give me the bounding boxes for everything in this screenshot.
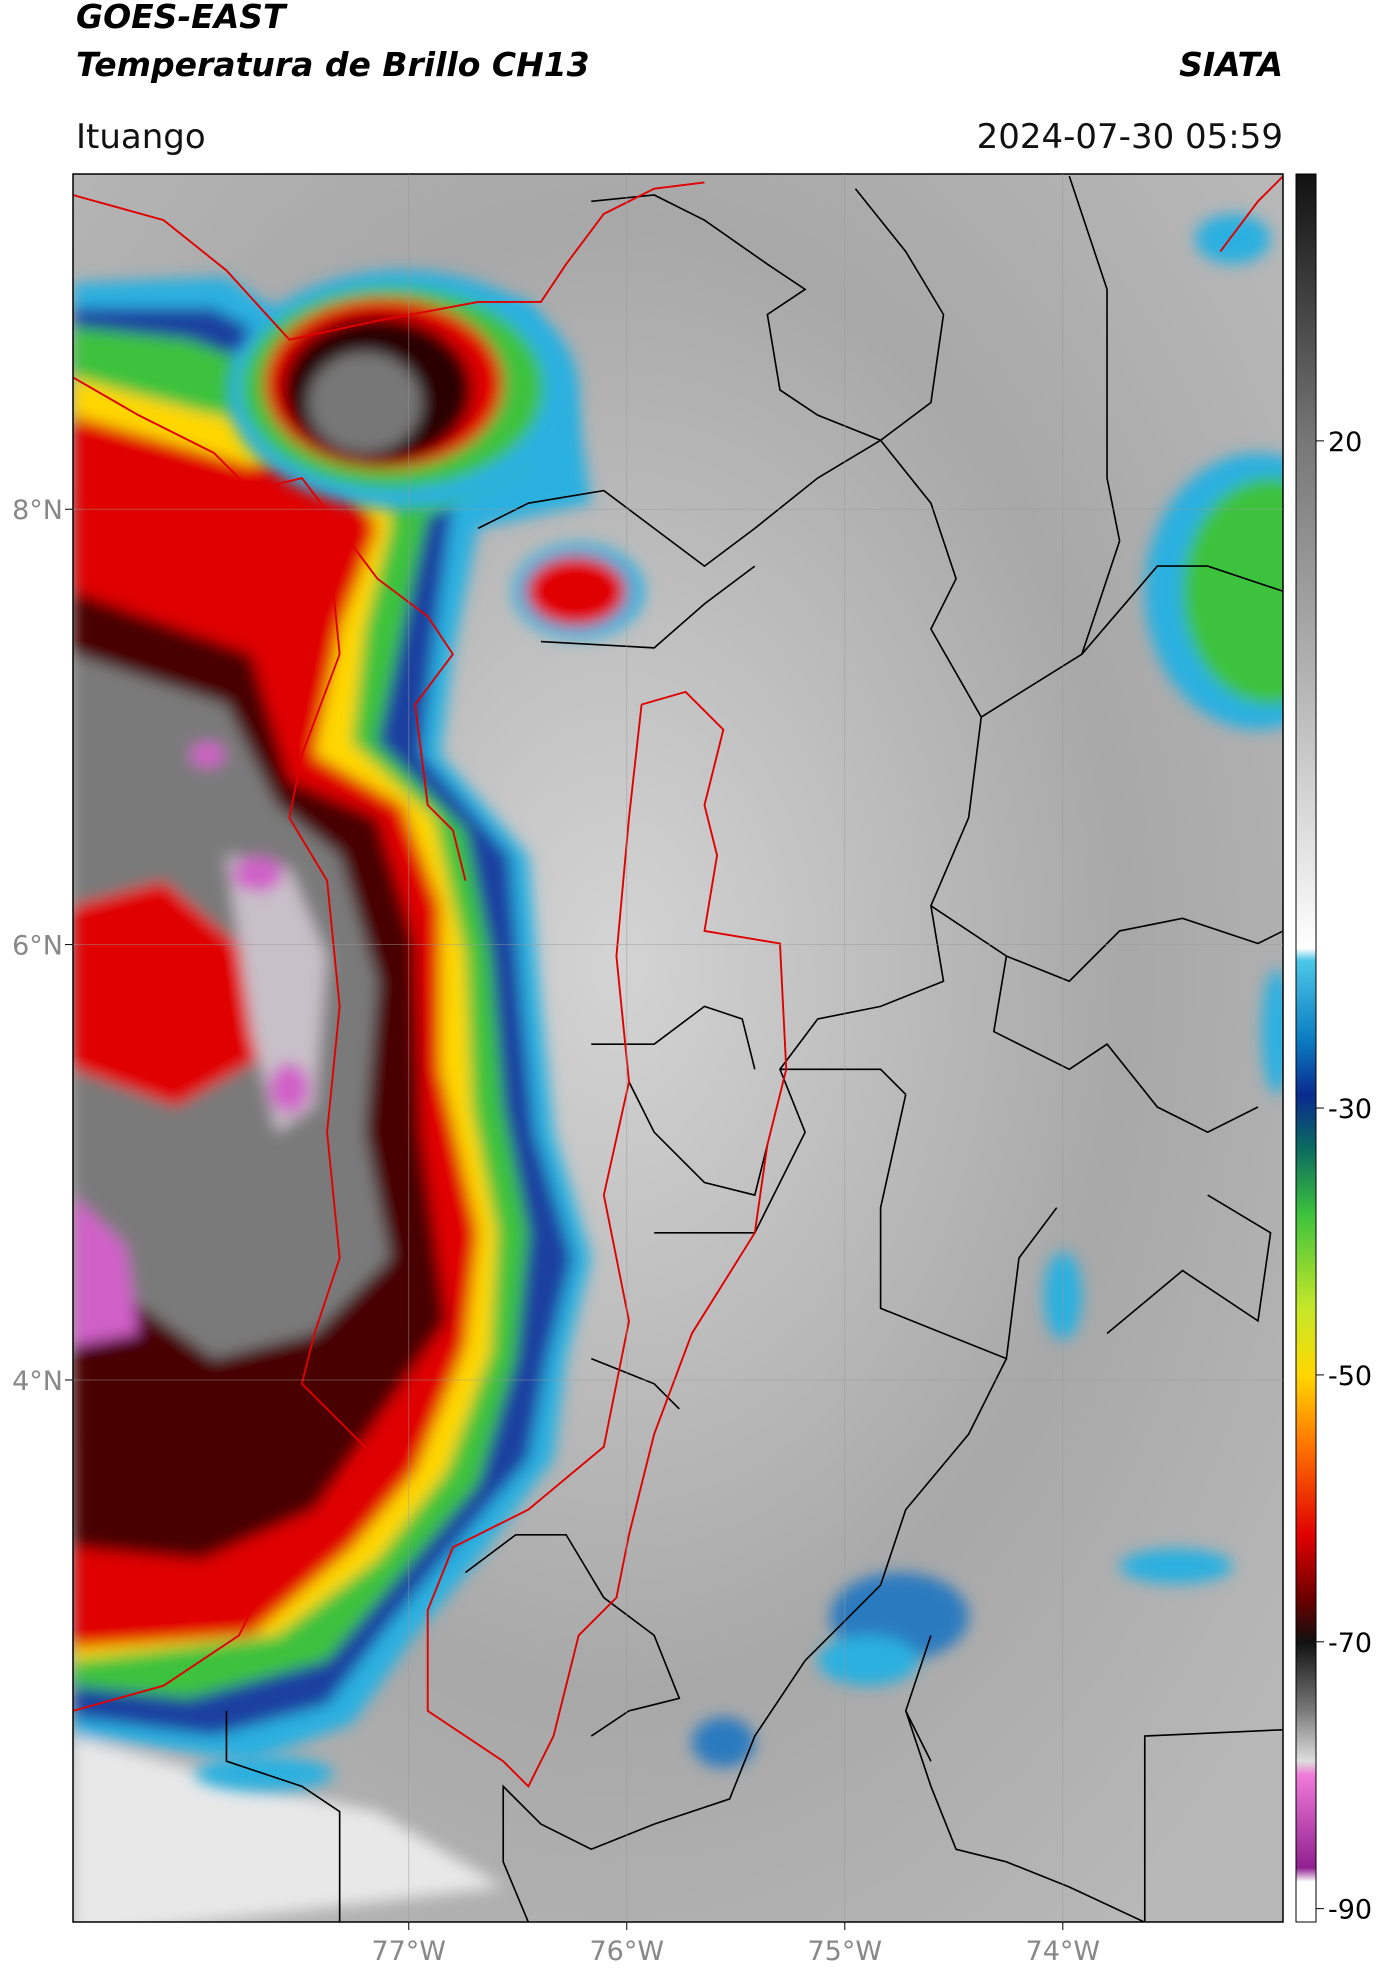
border xyxy=(1106,1194,1272,1335)
cloud xyxy=(73,1195,139,1347)
cloud xyxy=(232,856,284,892)
cloud xyxy=(308,352,422,453)
cloud xyxy=(817,1635,919,1686)
border xyxy=(590,1357,680,1410)
cloud xyxy=(691,1717,755,1768)
border-red xyxy=(1219,175,1283,253)
x-tick-label: 77°W xyxy=(371,1936,446,1967)
colorbar-tick-label: -90 xyxy=(1328,1895,1372,1926)
x-tick-label: 76°W xyxy=(589,1936,664,1967)
region-outline xyxy=(426,690,788,1788)
timestamp: 2024-07-30 05:59 xyxy=(977,117,1283,157)
cloud xyxy=(1119,1548,1233,1584)
map-frame xyxy=(72,173,1284,1923)
y-tick-label: 8°N xyxy=(12,495,63,526)
border xyxy=(591,1005,756,1070)
x-tick-label: 75°W xyxy=(808,1936,883,1967)
cloud xyxy=(1182,478,1283,705)
coastline xyxy=(73,528,367,1712)
border xyxy=(879,1094,1058,1360)
border xyxy=(804,1358,1008,1662)
colorbar-tick-label: -70 xyxy=(1328,1628,1372,1659)
map-image xyxy=(73,174,1283,1922)
storm-east xyxy=(194,213,1283,1792)
title: Temperatura de Brillo CH13 xyxy=(76,45,590,84)
colorbar xyxy=(1295,173,1317,1923)
border xyxy=(904,1710,1146,1922)
cloud xyxy=(525,556,627,627)
storm-west xyxy=(73,276,592,1922)
cloud xyxy=(189,742,226,768)
borders xyxy=(225,175,1283,1922)
x-tick-label: 74°W xyxy=(1026,1936,1101,1967)
border xyxy=(464,1533,681,1737)
border xyxy=(477,439,882,568)
border xyxy=(225,1710,341,1922)
cloud xyxy=(269,1063,310,1114)
cloud xyxy=(1261,968,1283,1095)
border xyxy=(992,955,1259,1134)
storm-north xyxy=(226,270,645,640)
border xyxy=(1143,1728,1283,1922)
coastline xyxy=(73,181,705,341)
cloud xyxy=(73,880,265,1108)
border xyxy=(628,1081,769,1197)
border xyxy=(754,716,983,1234)
border xyxy=(1081,565,1283,655)
source: SIATA xyxy=(1179,45,1283,84)
title: GOES-EAST xyxy=(76,0,288,36)
colorbar-tick-label: -30 xyxy=(1328,1094,1372,1125)
colorbar-tick-label: -50 xyxy=(1328,1361,1372,1392)
border xyxy=(879,175,1121,719)
red-outlines xyxy=(73,175,1283,1788)
border xyxy=(904,1635,932,1762)
y-tick-label: 4°N xyxy=(12,1366,63,1397)
location: Ituango xyxy=(76,117,206,157)
y-tick-label: 6°N xyxy=(12,931,63,962)
border xyxy=(779,1068,907,1096)
cloud xyxy=(226,855,328,1133)
border-red xyxy=(73,376,467,881)
border xyxy=(502,1660,806,1922)
colorbar-tick-label: 20 xyxy=(1328,427,1362,458)
border xyxy=(591,188,945,442)
cloud xyxy=(73,1736,504,1922)
border xyxy=(540,565,756,649)
cloud xyxy=(1195,213,1271,265)
cloud-layer xyxy=(73,175,1283,1922)
